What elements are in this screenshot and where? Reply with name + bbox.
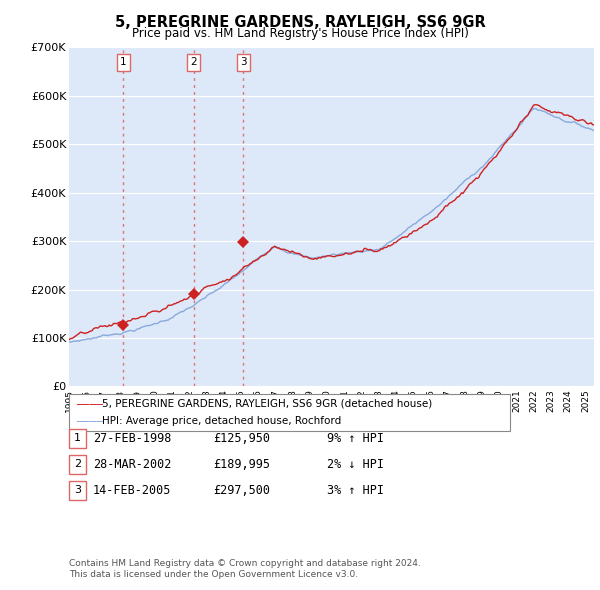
Text: 1: 1: [74, 434, 81, 443]
Text: This data is licensed under the Open Government Licence v3.0.: This data is licensed under the Open Gov…: [69, 571, 358, 579]
Text: 1: 1: [120, 57, 127, 67]
Text: 28-MAR-2002: 28-MAR-2002: [93, 458, 172, 471]
Text: Price paid vs. HM Land Registry's House Price Index (HPI): Price paid vs. HM Land Registry's House …: [131, 27, 469, 40]
Text: Contains HM Land Registry data © Crown copyright and database right 2024.: Contains HM Land Registry data © Crown c…: [69, 559, 421, 568]
Text: 3: 3: [240, 57, 247, 67]
Text: 2: 2: [190, 57, 197, 67]
Text: 2% ↓ HPI: 2% ↓ HPI: [327, 458, 384, 471]
Text: £189,995: £189,995: [213, 458, 270, 471]
Text: 14-FEB-2005: 14-FEB-2005: [93, 484, 172, 497]
Text: 27-FEB-1998: 27-FEB-1998: [93, 432, 172, 445]
Text: 3% ↑ HPI: 3% ↑ HPI: [327, 484, 384, 497]
Text: 3: 3: [74, 486, 81, 495]
Text: HPI: Average price, detached house, Rochford: HPI: Average price, detached house, Roch…: [102, 417, 341, 427]
Text: ────: ────: [76, 399, 103, 409]
Text: 5, PEREGRINE GARDENS, RAYLEIGH, SS6 9GR: 5, PEREGRINE GARDENS, RAYLEIGH, SS6 9GR: [115, 15, 485, 30]
Text: £125,950: £125,950: [213, 432, 270, 445]
Text: 5, PEREGRINE GARDENS, RAYLEIGH, SS6 9GR (detached house): 5, PEREGRINE GARDENS, RAYLEIGH, SS6 9GR …: [102, 399, 432, 409]
Text: 9% ↑ HPI: 9% ↑ HPI: [327, 432, 384, 445]
Text: £297,500: £297,500: [213, 484, 270, 497]
Text: ────: ────: [76, 417, 103, 427]
Text: 2: 2: [74, 460, 81, 469]
